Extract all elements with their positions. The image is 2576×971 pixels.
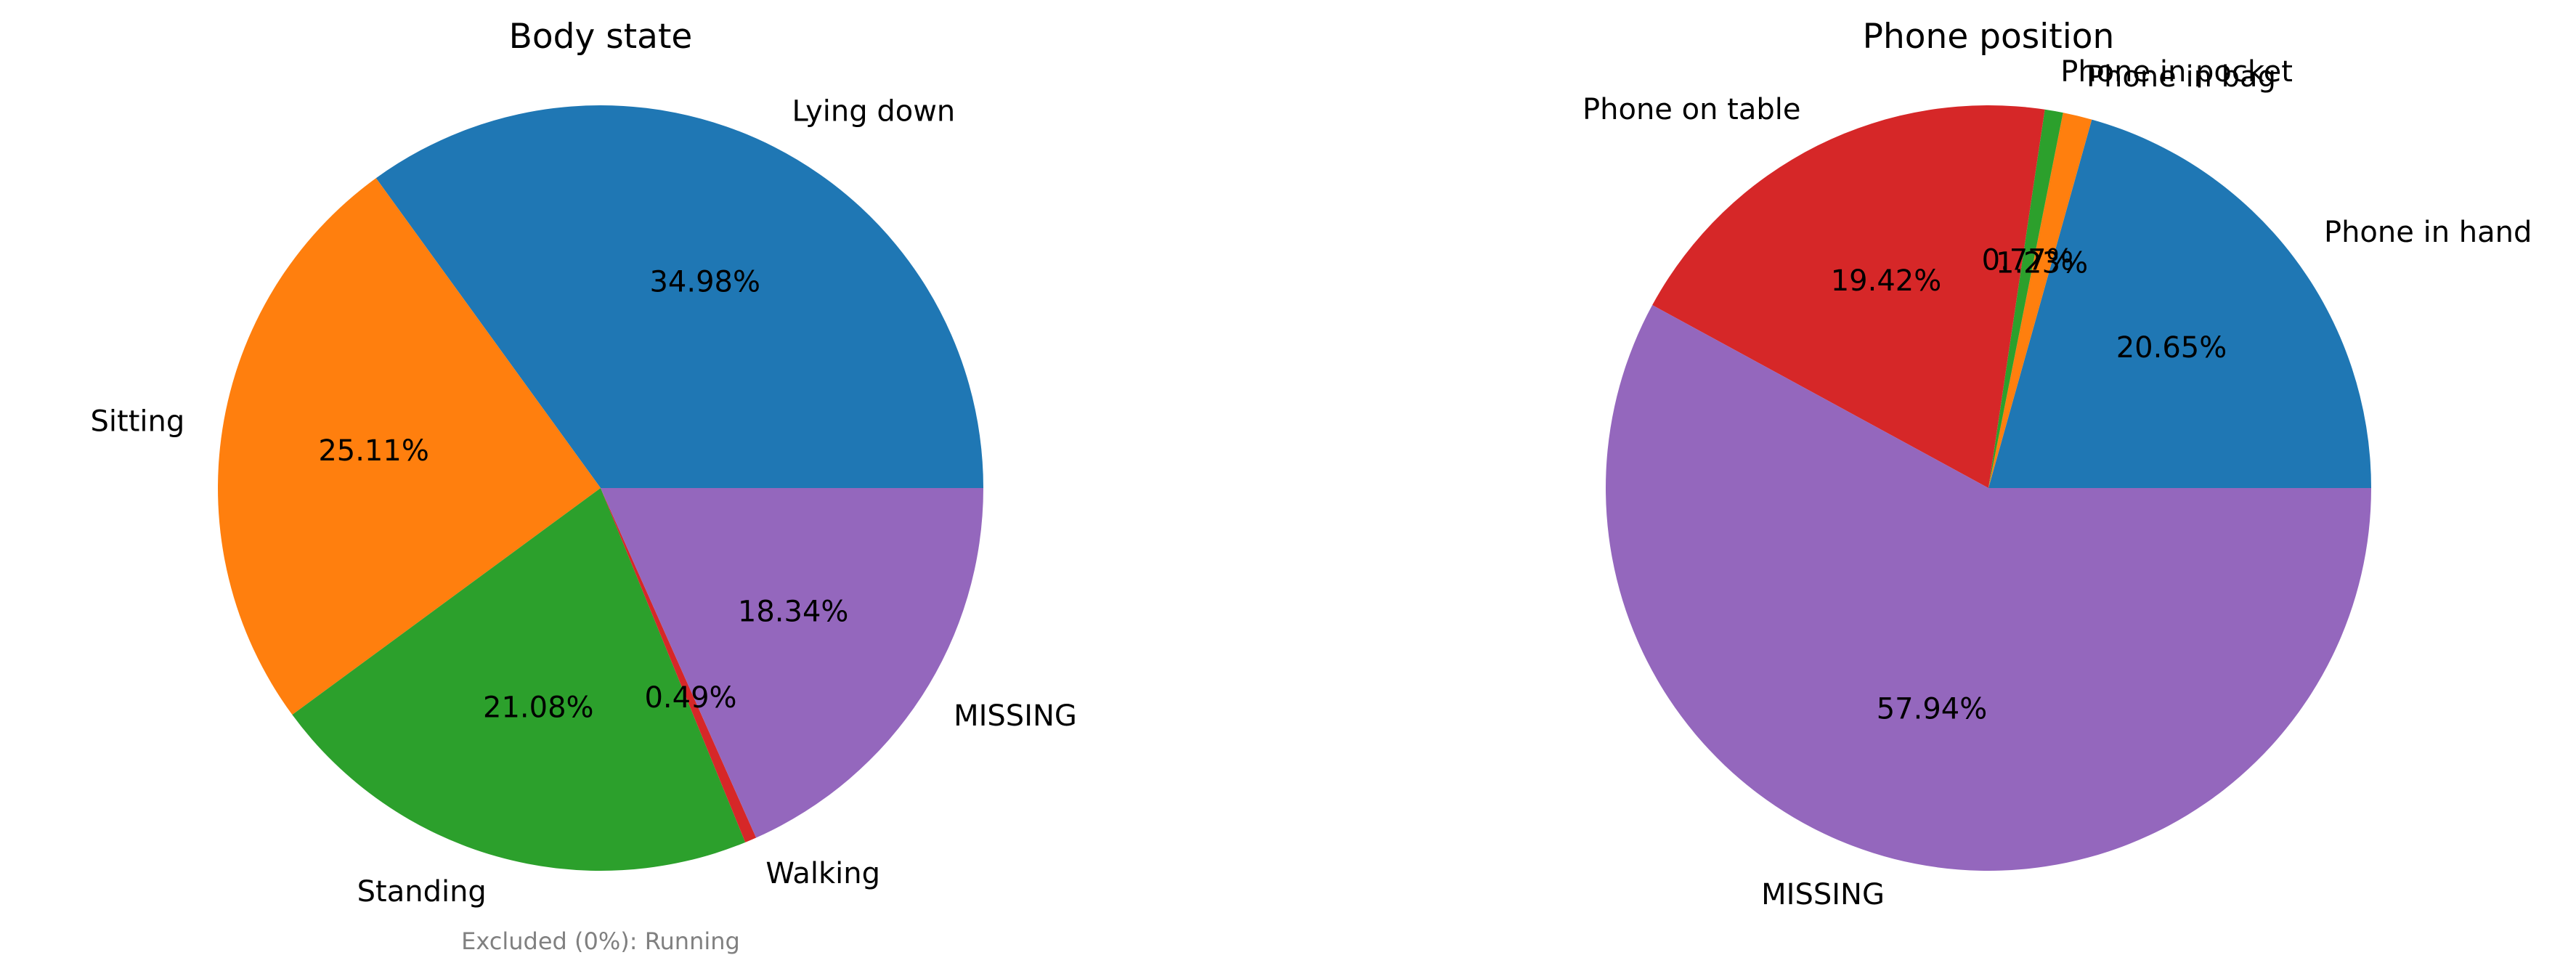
pie-slice-phone-in-bag bbox=[1988, 113, 2092, 488]
pct-label-phone-in-hand: 20.65% bbox=[2116, 331, 2227, 365]
pie-slice-phone-on-table bbox=[1652, 105, 2045, 488]
pct-label-phone-in-pocket: 0.77% bbox=[1982, 243, 2074, 277]
pct-label-standing: 21.08% bbox=[483, 691, 594, 724]
pie-slice-phone-in-pocket bbox=[1988, 109, 2063, 488]
pct-label-missing: 57.94% bbox=[1877, 692, 1988, 726]
pct-label-lying-down: 34.98% bbox=[649, 265, 760, 298]
slice-label-sitting: Sitting bbox=[91, 405, 185, 439]
body-state-slices bbox=[218, 105, 983, 871]
pie-slice-missing bbox=[1606, 305, 2371, 871]
body-state-title: Body state bbox=[509, 17, 693, 57]
phone-position-pie: Phone position Phone in hand20.65%Phone … bbox=[1582, 17, 2532, 911]
excluded-note: Excluded (0%): Running bbox=[461, 927, 740, 955]
slice-label-missing: MISSING bbox=[1761, 878, 1885, 911]
pct-label-missing: 18.34% bbox=[738, 595, 849, 628]
body-state-labels: Lying down 34.98% Sitting 25.11% Standing 21.… bbox=[91, 95, 1077, 909]
slice-label-phone-in-bag: Phone in bag bbox=[2087, 60, 2276, 94]
slice-label-missing: MISSING bbox=[954, 699, 1077, 733]
slice-label-lying-down: Lying down bbox=[792, 95, 956, 129]
pie-slice-standing bbox=[292, 488, 746, 871]
slice-label-walking: Walking bbox=[765, 857, 880, 890]
slice-label-phone-in-hand: Phone in hand bbox=[2324, 216, 2532, 249]
pie-slice-sitting bbox=[218, 178, 601, 715]
slice-label-phone-on-table: Phone on table bbox=[1582, 93, 1800, 126]
slice-label-phone-in-pocket: Phone in pocket bbox=[2060, 55, 2293, 89]
phone-position-title: Phone position bbox=[1863, 17, 2115, 57]
pie-slice-missing bbox=[601, 488, 983, 838]
pct-label-phone-on-table: 19.42% bbox=[1831, 264, 1942, 298]
phone-position-labels: Phone in hand 20.65% Phone in bag 1.23% Phon… bbox=[1582, 55, 2532, 911]
body-state-pie: Body state Lying down 34.98% Sitting 25.11%… bbox=[91, 17, 1077, 955]
pie-slice-phone-in-hand bbox=[1988, 119, 2371, 488]
pct-label-walking: 0.49% bbox=[644, 681, 736, 715]
pie-slice-walking bbox=[601, 488, 757, 842]
phone-position-slices bbox=[1606, 105, 2371, 871]
pct-label-phone-in-bag: 1.23% bbox=[1996, 246, 2088, 280]
pct-label-sitting: 25.11% bbox=[318, 434, 429, 468]
slice-label-standing: Standing bbox=[357, 875, 487, 909]
pie-slice-lying-down bbox=[375, 105, 983, 488]
